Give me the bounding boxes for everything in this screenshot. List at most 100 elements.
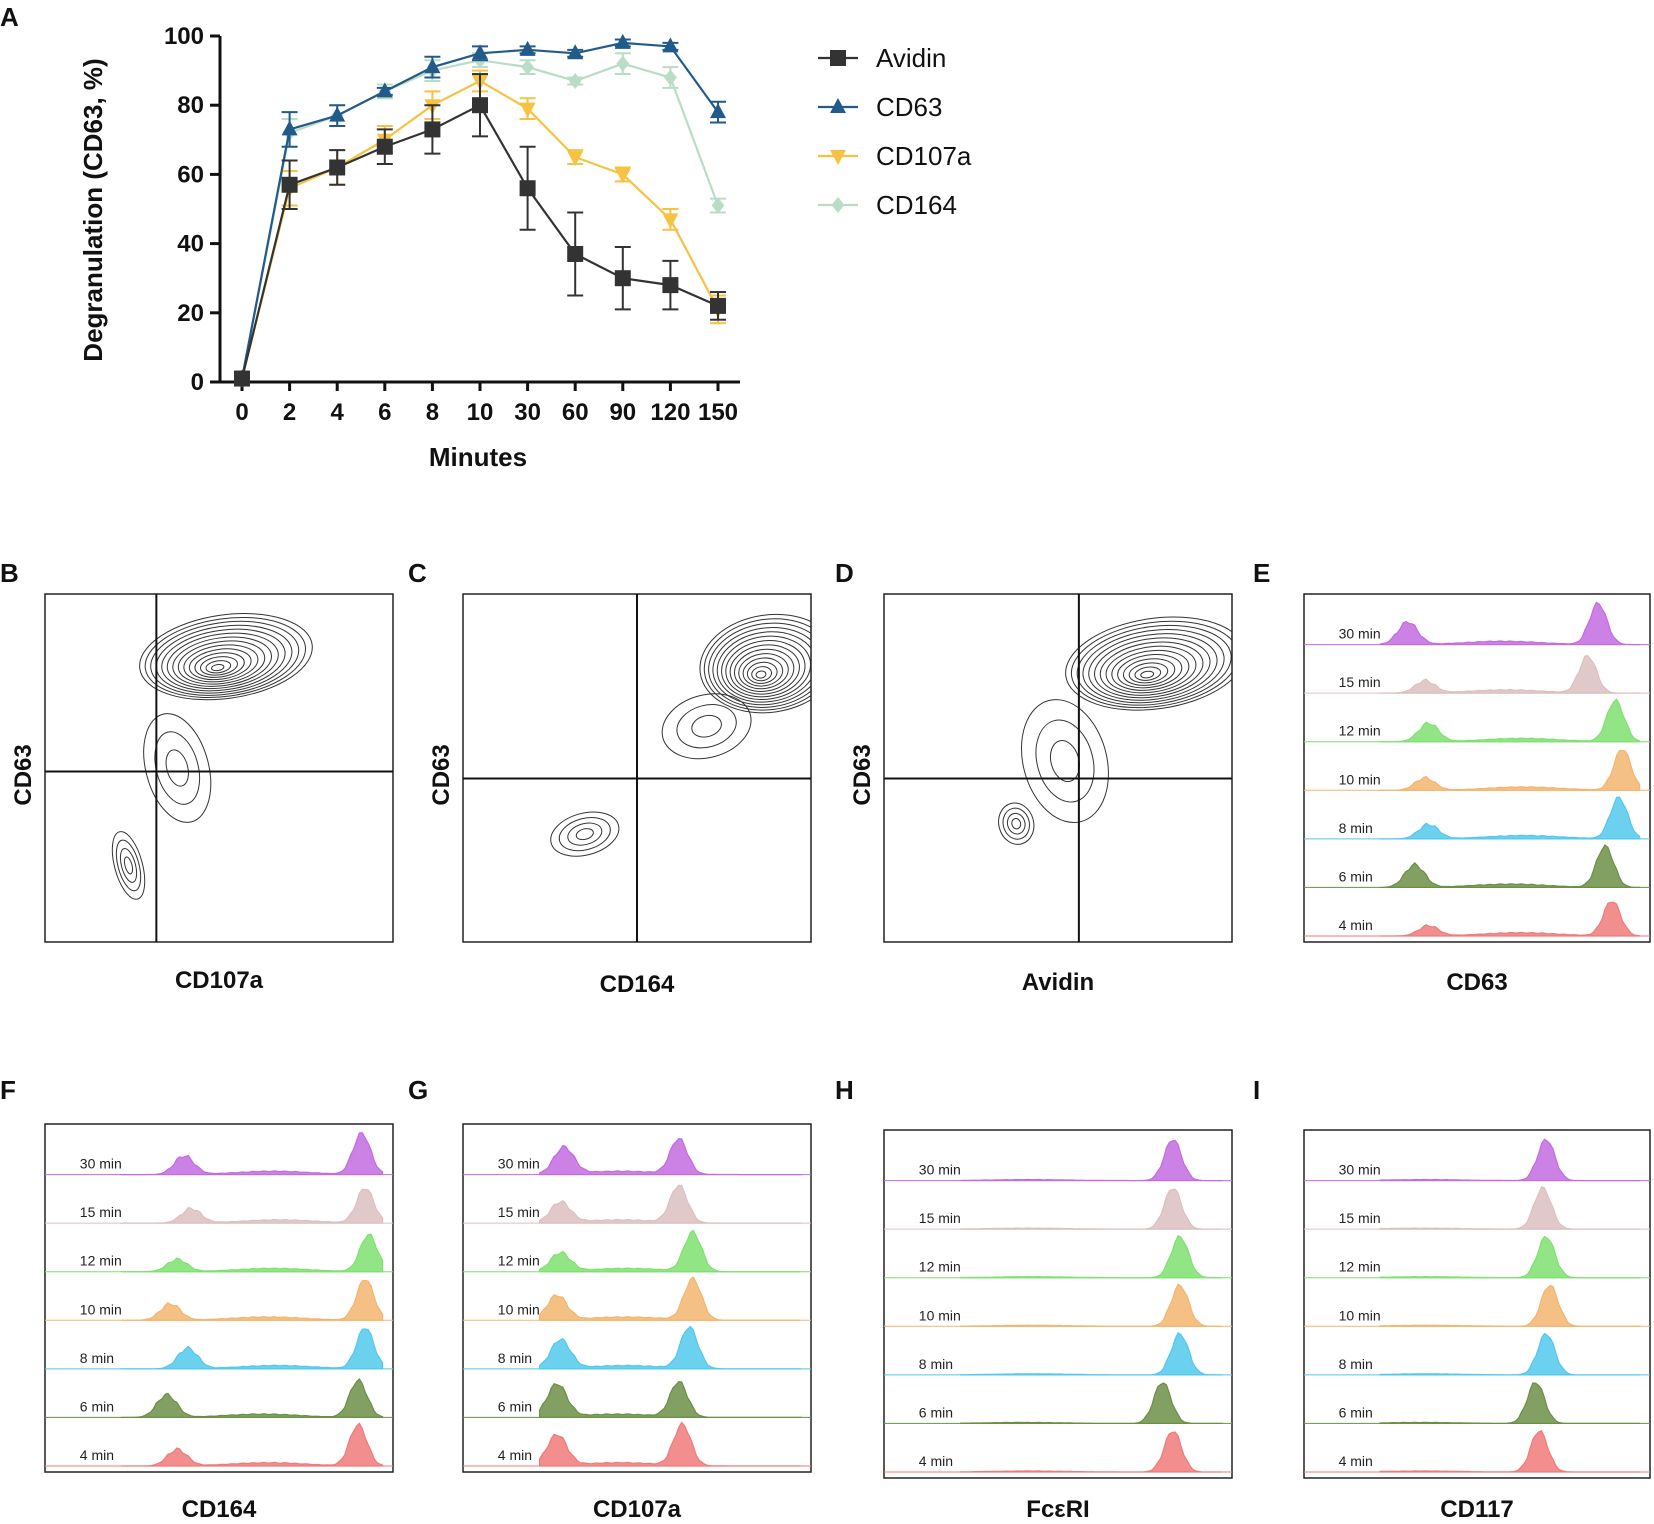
contour-ring	[1002, 807, 1030, 840]
panel-label-e: E	[1253, 558, 1270, 588]
histogram-cd107a: 30 min 15 min 12 min 10 min 8 min 6 min 4 min C…	[462, 1123, 812, 1523]
contour-ring	[661, 693, 752, 760]
legend-label-avidin: Avidin	[876, 43, 946, 73]
contour-ring	[738, 653, 789, 690]
data-point-cd107a	[567, 151, 584, 167]
contour-ring	[558, 817, 611, 852]
data-point-cd164	[616, 55, 630, 72]
histogram-row-6-min: 6 min	[1304, 1382, 1650, 1425]
histogram-row-label: 30 min	[919, 1162, 961, 1178]
histogram-curve	[1379, 1284, 1640, 1327]
histogram-row-label: 10 min	[80, 1301, 122, 1317]
histogram-curve	[1379, 1382, 1641, 1425]
histogram-row-8-min: 8 min	[1304, 796, 1650, 840]
histogram-curve	[120, 1328, 384, 1370]
histogram-curve	[1378, 844, 1641, 889]
histogram-row-8-min: 8 min	[1304, 1332, 1650, 1376]
contour-ring	[183, 644, 259, 683]
histogram-curve	[538, 1276, 801, 1321]
contour-ring	[575, 828, 594, 841]
histogram-curve	[1379, 1430, 1640, 1473]
histogram-row-label: 30 min	[498, 1156, 540, 1172]
histogram-row-label: 15 min	[80, 1204, 122, 1220]
data-point-avidin	[424, 121, 441, 138]
histogram-curve	[1379, 1332, 1641, 1376]
data-point-avidin	[710, 297, 726, 314]
data-point-cd63	[710, 103, 726, 119]
histogram-curve	[538, 1421, 801, 1467]
histogram-curve	[121, 1279, 384, 1321]
panel-label-h: H	[835, 1075, 854, 1105]
contour-ring	[567, 822, 603, 846]
histogram-row-label: 30 min	[1339, 1162, 1381, 1178]
y-tick-label: 60	[177, 161, 204, 188]
panel-label-g: G	[408, 1075, 428, 1105]
x-tick-label: 90	[609, 399, 636, 426]
contour-ring	[751, 666, 773, 682]
histogram-row-label: 12 min	[498, 1253, 540, 1269]
contour-ring	[143, 713, 212, 823]
contour-ring	[716, 631, 811, 703]
contour-ring	[1006, 812, 1026, 835]
contour-ring	[194, 652, 245, 678]
histogram-frame	[1303, 593, 1651, 943]
x-tick-label: 150	[698, 399, 738, 426]
data-point-cd164	[664, 69, 677, 86]
contour-ring	[123, 856, 134, 875]
panel-label-c: C	[408, 558, 427, 588]
histogram-row-6-min: 6 min	[1304, 844, 1650, 889]
histogram-row-label: 8 min	[919, 1356, 953, 1372]
histogram-row-label: 10 min	[1339, 1307, 1381, 1323]
contour-ring	[177, 640, 266, 685]
histogram-row-8-min: 8 min	[45, 1328, 393, 1370]
histogram-row-label: 12 min	[80, 1253, 122, 1269]
histogram-row-label: 6 min	[498, 1398, 532, 1414]
contour-ring	[1111, 649, 1190, 691]
panel-label-b: B	[0, 558, 19, 588]
histogram-row-30-min: 30 min	[463, 1137, 811, 1176]
histogram-curve	[538, 1229, 801, 1273]
histogram-row-10-min: 10 min	[463, 1276, 811, 1321]
contour-ring	[1011, 818, 1022, 830]
histogram-curve	[538, 1137, 803, 1176]
x-tick-label: 6	[378, 399, 391, 426]
histogram-row-label: 15 min	[498, 1204, 540, 1220]
x-axis-title: Avidin	[1022, 969, 1094, 996]
histogram-curve	[1379, 654, 1641, 694]
histogram-row-4-min: 4 min	[463, 1421, 811, 1467]
contour-ring	[115, 839, 142, 892]
histogram-curve	[120, 1188, 384, 1224]
x-axis-title: CD117	[1440, 1496, 1513, 1523]
y-tick-label: 80	[177, 92, 204, 119]
histogram-row-label: 10 min	[919, 1307, 961, 1323]
data-point-cd164	[521, 59, 534, 76]
histogram-row-label: 15 min	[919, 1210, 961, 1226]
histogram-row-30-min: 30 min	[1304, 601, 1650, 646]
histogram-frame	[44, 1123, 394, 1473]
x-tick-label: 2	[283, 399, 296, 426]
data-point-cd63	[281, 120, 298, 136]
legend-label-cd107a: CD107a	[876, 141, 972, 171]
histogram-row-label: 30 min	[1339, 626, 1381, 642]
histogram-row-4-min: 4 min	[45, 1422, 393, 1467]
contour-ring	[699, 613, 811, 714]
contour-ring	[150, 620, 300, 696]
data-point-cd63	[376, 82, 393, 98]
histogram-curve	[538, 1325, 803, 1370]
histogram-curve	[1379, 796, 1641, 840]
histogram-row-10-min: 10 min	[45, 1279, 393, 1321]
contour-ring	[211, 664, 225, 672]
histogram-row-4-min: 4 min	[884, 1431, 1232, 1473]
contour-ring	[691, 714, 722, 738]
histogram-row-label: 12 min	[1339, 723, 1381, 739]
histogram-row-label: 6 min	[1339, 1404, 1373, 1420]
histogram-frame	[1303, 1129, 1651, 1479]
histogram-row-15-min: 15 min	[463, 1184, 811, 1224]
contour-ring	[1099, 641, 1204, 696]
histogram-curve	[1380, 901, 1641, 937]
x-tick-label: 8	[426, 399, 439, 426]
contour-ring	[742, 657, 784, 687]
histogram-curve	[959, 1188, 1224, 1230]
histogram-curve	[1379, 1138, 1641, 1182]
contour-ring	[725, 640, 806, 698]
